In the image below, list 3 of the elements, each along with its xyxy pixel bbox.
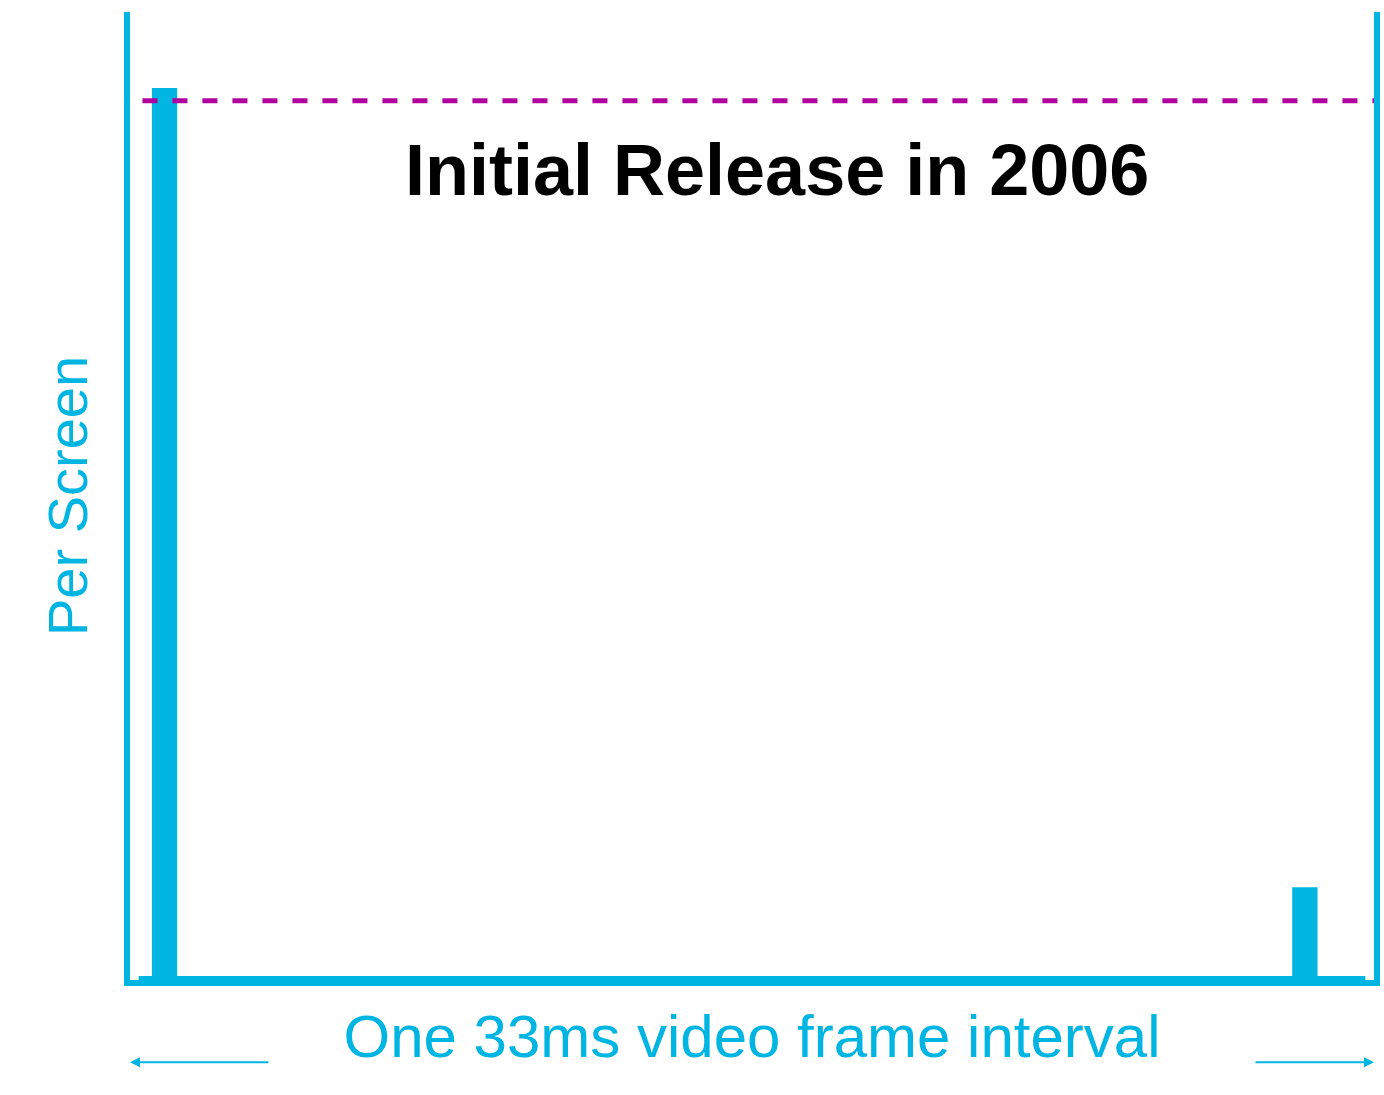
x-axis-title: One 33ms video frame interval: [343, 1003, 1161, 1071]
y-axis-title: Per Screen: [36, 355, 100, 637]
text: Initial Release in 2006: [405, 130, 1150, 210]
